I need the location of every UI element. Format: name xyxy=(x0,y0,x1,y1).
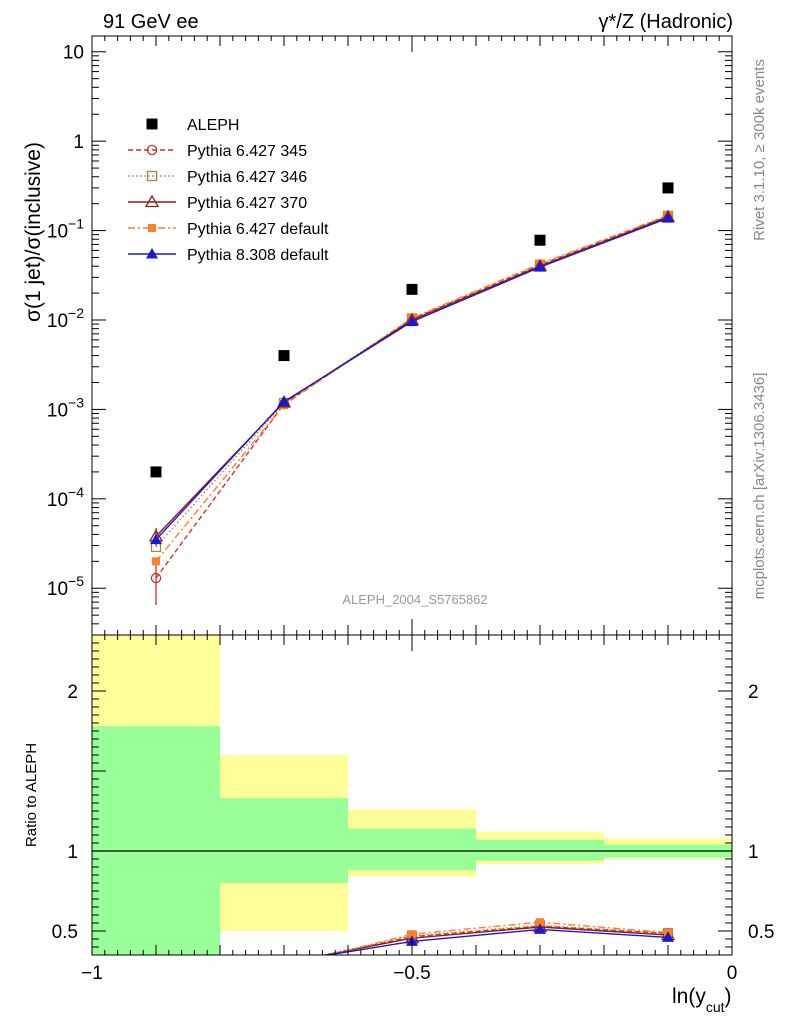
legend-label-data: ALEPH xyxy=(187,117,239,134)
ratio-point-py345 xyxy=(151,996,160,1005)
legend-marker-py8 xyxy=(146,248,158,259)
mcplots-reference-label: mcplots.cern.ch [arXiv:1306.3436] xyxy=(751,373,768,600)
legend-entry-data: ALEPH xyxy=(146,117,239,134)
data-point-py8 xyxy=(534,261,546,272)
series-line-py345 xyxy=(155,215,669,579)
data-point-data xyxy=(278,350,290,362)
legend-label-py8: Pythia 8.308 default xyxy=(187,247,329,264)
legend-label-pydefault: Pythia 6.427 default xyxy=(187,221,329,238)
legend: ALEPH Pythia 6.427 345 Pythia 6.427 346 Pyt… xyxy=(128,117,329,264)
inner-band-bin xyxy=(220,798,348,883)
legend-marker-py370 xyxy=(144,194,160,208)
inner-band-bin xyxy=(92,726,220,955)
y-tick-label: 10−1 xyxy=(47,216,84,243)
data-point-py345 xyxy=(150,572,162,584)
data-point-py8 xyxy=(662,212,674,223)
data-point-data xyxy=(662,182,674,194)
data-point-data xyxy=(534,234,546,246)
legend-marker-data xyxy=(146,118,158,130)
ratio-point-py370 xyxy=(150,975,162,986)
ratio-y-tick-label-left: 1 xyxy=(67,842,78,863)
series-line-py346 xyxy=(155,215,669,548)
y-tick-label: 1 xyxy=(73,132,84,153)
y-tick-label: 10−4 xyxy=(47,484,84,511)
series-line-pydefault xyxy=(155,214,669,562)
legend-marker-pydefault xyxy=(148,224,156,232)
main-y-axis-label: σ(1 jet)/σ(inclusive) xyxy=(22,142,45,322)
ratio-point-py346 xyxy=(280,959,289,968)
data-point-data xyxy=(150,466,162,478)
ratio-point-py8 xyxy=(662,931,674,942)
x-axis-label: ln(ycut) xyxy=(672,985,732,1015)
y-tick-label: 10−5 xyxy=(47,573,84,600)
inner-band-bin xyxy=(348,828,476,871)
x-tick-label: −0.5 xyxy=(393,963,431,984)
main-series-group xyxy=(148,182,676,605)
ratio-point-py346 xyxy=(152,983,161,992)
ratio-y-tick-label-right: 2 xyxy=(748,682,759,703)
data-point-pydefault xyxy=(152,557,160,566)
ratio-point-pydefault xyxy=(408,930,416,939)
legend-entry-py345: Pythia 6.427 345 xyxy=(128,143,307,160)
legend-marker-py346 xyxy=(146,170,158,182)
data-point-py8 xyxy=(406,315,418,327)
ratio-point-pydefault xyxy=(280,962,288,970)
legend-entry-pydefault: Pythia 6.427 default xyxy=(128,221,329,238)
ratio-y-tick-label-right: 1 xyxy=(748,842,759,863)
legend-entry-py370: Pythia 6.427 370 xyxy=(128,194,307,212)
ratio-point-py8 xyxy=(534,923,546,934)
legend-marker-py345 xyxy=(146,144,158,156)
analysis-watermark: ALEPH_2004_S5765862 xyxy=(342,592,487,607)
legend-label-py370: Pythia 6.427 370 xyxy=(187,195,307,212)
x-tick-label: 0 xyxy=(727,963,738,984)
data-point-py8 xyxy=(150,533,162,545)
ratio-point-pydefault xyxy=(536,918,544,927)
data-point-py8 xyxy=(278,395,290,407)
ratio-point-py370 xyxy=(278,957,290,968)
ratio-y-axis-label: Ratio to ALEPH xyxy=(23,743,40,847)
legend-label-py345: Pythia 6.427 345 xyxy=(187,143,307,160)
legend-entry-py8: Pythia 8.308 default xyxy=(128,247,329,264)
y-tick-label: 10−3 xyxy=(47,394,84,421)
legend-label-py346: Pythia 6.427 346 xyxy=(187,169,307,186)
plot-title-left: 91 GeV ee xyxy=(103,11,199,33)
series-line-py8 xyxy=(155,217,669,541)
legend-entry-py346: Pythia 6.427 346 xyxy=(128,169,307,186)
plot-title-right: γ*/Z (Hadronic) xyxy=(599,11,733,33)
x-tick-label: −1 xyxy=(81,963,103,984)
inner-band-bin xyxy=(476,839,604,861)
ratio-point-py345 xyxy=(279,960,288,969)
series-line-py370 xyxy=(155,216,669,537)
data-point-data xyxy=(406,283,418,295)
ratio-uncertainty-bands xyxy=(92,635,732,955)
ratio-y-tick-label-right: 0.5 xyxy=(748,922,774,943)
rivet-version-label: Rivet 3.1.10, ≥ 300k events xyxy=(751,59,768,241)
ratio-series-group xyxy=(150,918,676,1005)
ratio-y-tick-label-left: 0.5 xyxy=(52,922,78,943)
ratio-point-pydefault xyxy=(152,991,160,999)
ratio-point-py8 xyxy=(150,977,162,988)
ratio-point-py8 xyxy=(278,956,290,967)
ratio-y-tick-label-left: 2 xyxy=(67,682,78,703)
y-tick-label: 10 xyxy=(63,43,84,64)
y-tick-label: 10−2 xyxy=(47,305,84,332)
